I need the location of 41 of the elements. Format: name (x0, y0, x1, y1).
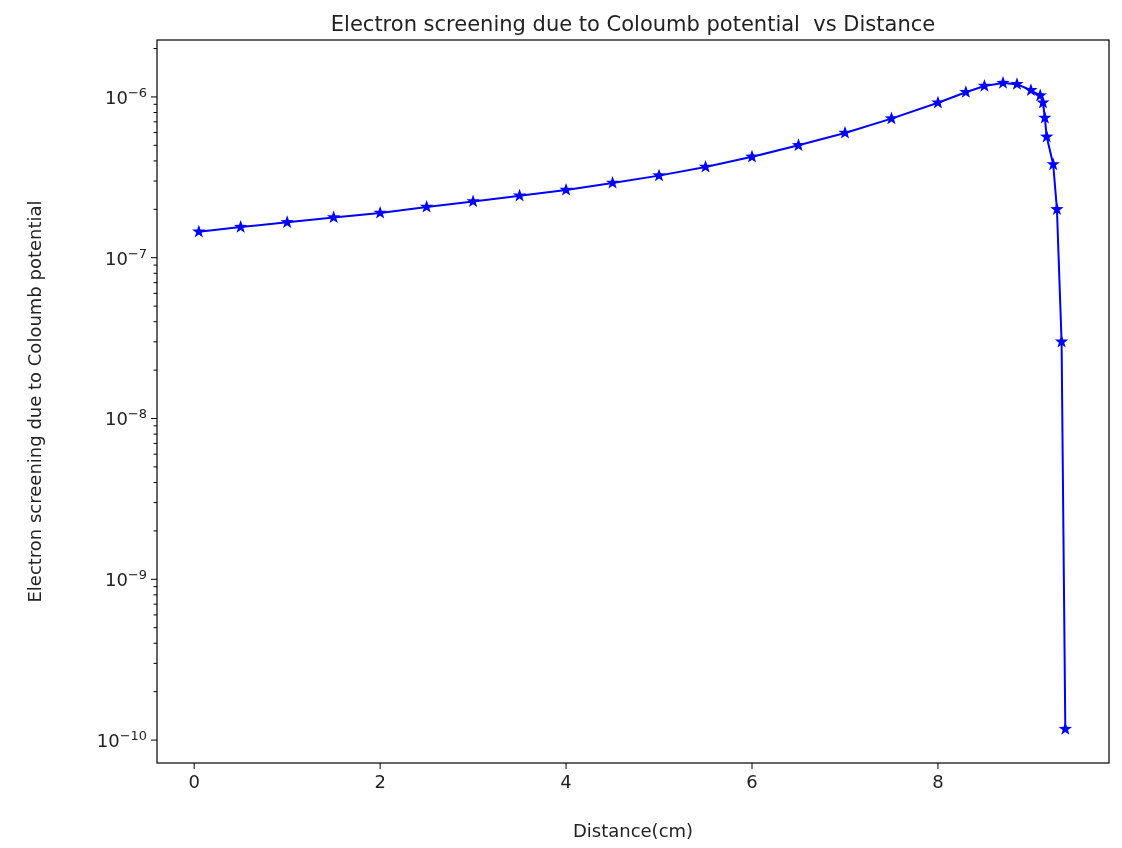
point (884, 111, 899, 125)
point (280, 215, 294, 228)
point (1058, 722, 1072, 735)
point (996, 76, 1010, 89)
point (1033, 88, 1047, 102)
point (931, 95, 945, 109)
point (838, 125, 852, 139)
y-tick-label: 10$^{−10}$ (96, 727, 147, 752)
y-tick-label: 10$^{−6}$ (104, 84, 147, 108)
point (1024, 83, 1038, 96)
point (1050, 202, 1064, 215)
point (466, 194, 480, 208)
chart-title: Electron screening due to Coloumb potential vs Distance (330, 12, 936, 36)
point (977, 78, 992, 92)
point (419, 199, 434, 213)
point (745, 149, 759, 163)
y-tick-label: 10$^{−7}$ (104, 245, 147, 269)
point (1054, 334, 1069, 348)
point (234, 220, 248, 233)
point (1010, 77, 1024, 90)
point (652, 168, 666, 182)
point (1038, 110, 1052, 124)
point (959, 85, 973, 98)
point (326, 210, 341, 224)
point (512, 188, 527, 202)
point (1036, 95, 1050, 109)
x-tick-label: 6 (746, 771, 758, 792)
x-tick-label: 0 (188, 771, 200, 792)
point (373, 205, 387, 219)
point (698, 159, 713, 173)
x-tick-label: 2 (374, 771, 386, 792)
point (1040, 129, 1054, 143)
point (559, 182, 573, 196)
y-tick-label: 10$^{−8}$ (104, 406, 147, 430)
y-axis-title: Electron screening due to Coloumb potential (24, 200, 45, 603)
x-axis-title: Distance(cm) (572, 820, 694, 841)
point (1046, 157, 1060, 171)
x-tick-label: 8 (932, 771, 944, 792)
y-tick-label: 10$^{−9}$ (104, 566, 147, 591)
point (605, 175, 620, 189)
x-tick-label: 4 (560, 771, 572, 792)
